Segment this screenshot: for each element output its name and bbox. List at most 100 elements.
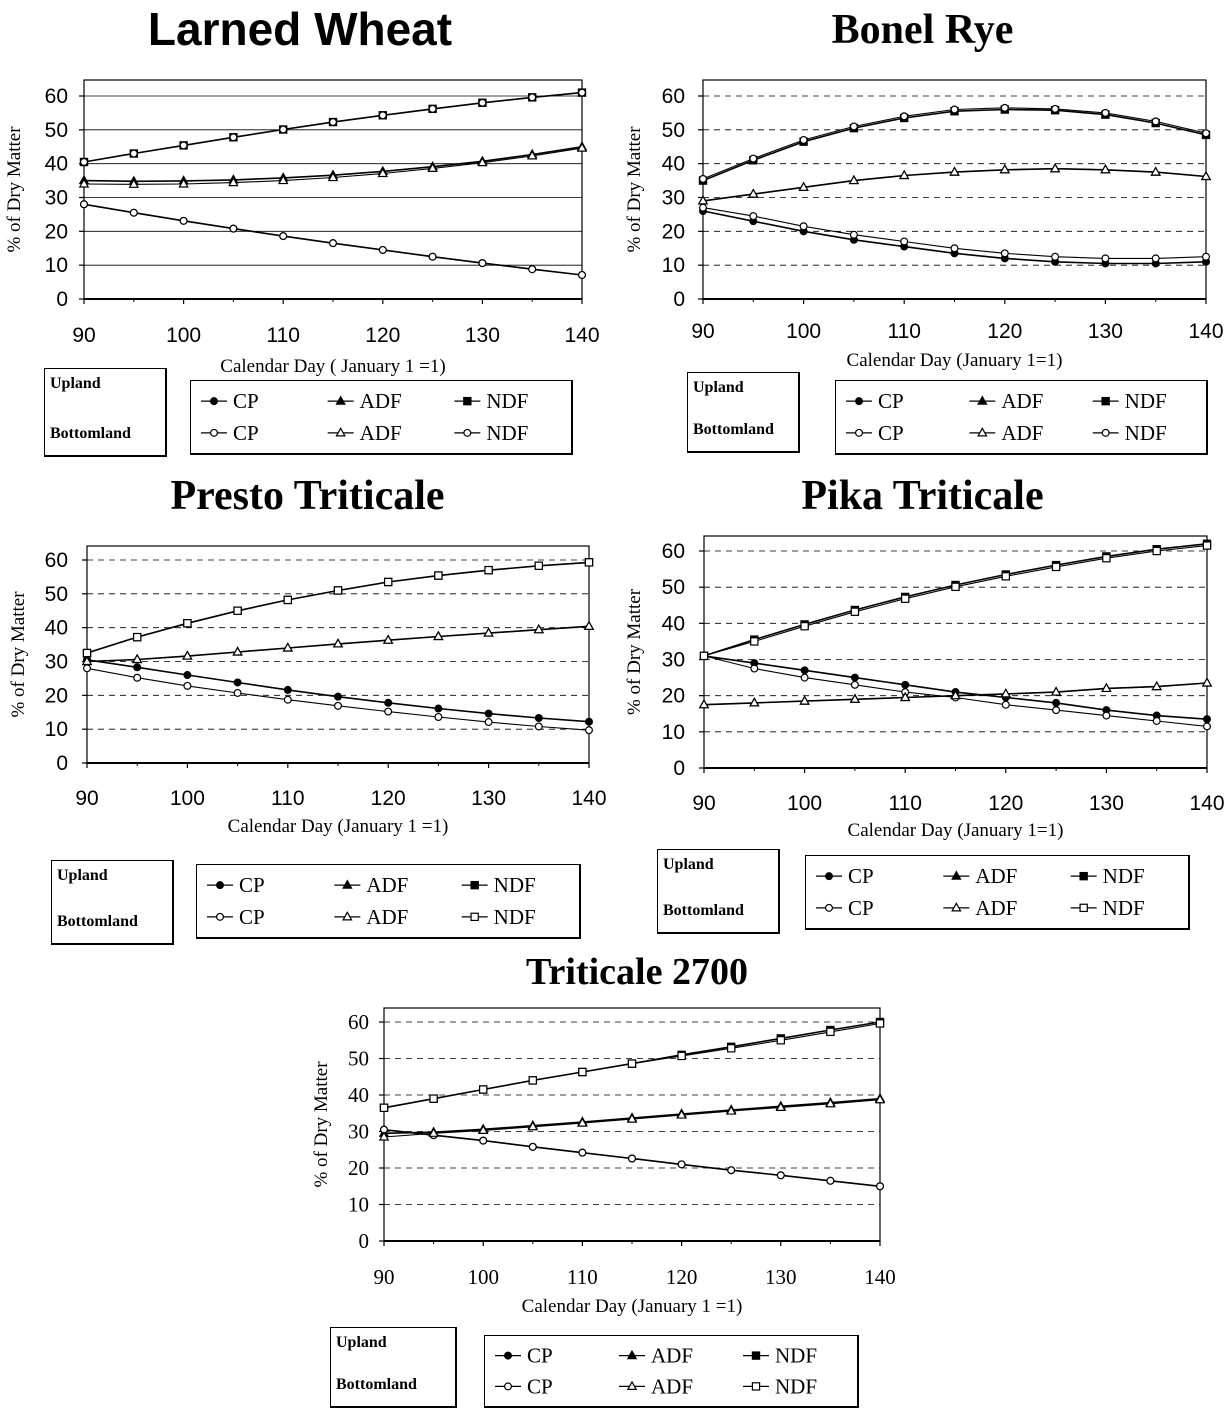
data-point-bottomland-adf <box>433 630 444 641</box>
y-tick-label: 50 <box>45 119 68 142</box>
data-point-bottomland-ndf <box>129 149 138 158</box>
legend-marker <box>504 1382 513 1391</box>
data-point-bottomland-cp <box>79 200 88 209</box>
chart-svg: 0 10 20 30 40 50 60 90 100 110 120 130 140 Calendar D… <box>624 79 1224 371</box>
data-point-bottomland-cp <box>384 707 393 716</box>
data-point-bottomland-cp <box>1151 254 1160 263</box>
data-point-bottomland-adf <box>533 623 545 634</box>
data-point-bottomland-adf <box>78 178 90 188</box>
legend-marker <box>825 903 834 912</box>
data-point-bottomland-adf <box>232 646 243 656</box>
data-point-bottomland-cp <box>279 232 288 241</box>
data-point-bottomland-ndf <box>283 595 293 605</box>
data-point-bottomland-adf <box>477 1124 489 1135</box>
legend-svg: CP ADF NDF CP ADF NDF <box>816 864 1145 920</box>
y-tick-label: 40 <box>348 1083 369 1107</box>
data-point-bottomland-ndf <box>1152 546 1161 556</box>
legend-label-upland-ndf: NDF <box>1103 864 1145 888</box>
data-point-bottomland-cp <box>776 1171 785 1180</box>
data-point-bottomland-cp <box>484 718 493 727</box>
y-tick-label: 10 <box>45 254 68 277</box>
data-point-bottomland-cp <box>283 695 292 704</box>
y-tick-label: 20 <box>348 1156 369 1180</box>
legend-svg: CP ADF NDF CP ADF NDF <box>495 1344 817 1398</box>
data-point-bottomland-ndf <box>478 98 487 107</box>
data-point-bottomland-adf <box>427 162 438 173</box>
legend-label-bottomland-adf: ADF <box>975 896 1017 920</box>
chart-title: Bonel Rye <box>831 7 1014 53</box>
legend: CP ADF NDF CP ADF NDF <box>835 380 1208 455</box>
y-tick-label: 30 <box>45 187 68 210</box>
data-point-bottomland-ndf <box>875 1019 885 1028</box>
data-point-bottomland-adf <box>282 642 294 652</box>
data-point-bottomland-cp <box>1051 252 1060 261</box>
legend-label-upland-adf: ADF <box>366 873 408 897</box>
legend-label-upland-cp: CP <box>878 389 904 413</box>
data-point-bottomland-ndf <box>677 1051 686 1061</box>
data-point-bottomland-cp <box>428 252 437 261</box>
data-point-bottomland-cp <box>334 701 343 710</box>
data-point-bottomland-cp <box>750 664 759 673</box>
legend-marker <box>1101 396 1110 406</box>
legend-marker <box>751 1351 761 1360</box>
land-type-box: Upland Bottomland <box>44 368 167 457</box>
data-point-upland-cp <box>800 666 809 675</box>
legend-label-upland-cp: CP <box>233 389 259 413</box>
data-point-upland-cp <box>384 698 393 707</box>
data-point-bottomland-adf <box>377 167 389 178</box>
y-tick-label: 30 <box>45 651 68 674</box>
data-point-upland-cp <box>183 671 192 680</box>
legend-svg: CP ADF NDF CP ADF NDF <box>846 389 1167 445</box>
series-line-bottomland-ndf <box>83 92 583 163</box>
data-point-bottomland-ndf <box>749 154 758 163</box>
chart-panel-larned-wheat: Larned Wheat 0 10 20 30 40 50 60 90 100 110 120 130… <box>0 0 600 460</box>
data-point-bottomland-cp <box>233 688 242 697</box>
y-tick-label: 30 <box>662 649 685 672</box>
chart-svg: 0 10 20 30 40 50 60 90 100 110 120 130 140 Calendar D… <box>624 535 1225 841</box>
data-point-bottomland-cp <box>434 712 443 721</box>
x-tick-label: 100 <box>170 787 205 810</box>
chart-title: Triticale 2700 <box>526 951 748 993</box>
x-tick-label: 140 <box>571 787 606 810</box>
data-point-bottomland-adf <box>1101 682 1112 693</box>
legend-marker <box>216 881 225 890</box>
legend: CP ADF NDF CP ADF NDF <box>484 1335 859 1408</box>
y-tick-label: 50 <box>348 1047 369 1071</box>
legend-marker <box>210 428 219 437</box>
data-point-bottomland-adf <box>178 178 189 188</box>
data-point-upland-cp <box>434 704 443 713</box>
legend-svg: CP ADF NDF CP ADF NDF <box>201 389 528 445</box>
data-point-bottomland-adf <box>1049 163 1061 173</box>
data-point-bottomland-ndf <box>79 157 88 166</box>
legend-marker <box>1079 903 1088 913</box>
legend-label-upland-ndf: NDF <box>1125 389 1167 413</box>
data-point-bottomland-ndf <box>82 648 92 658</box>
legend-marker <box>951 902 962 912</box>
legend-label-bottomland-cp: CP <box>233 421 259 445</box>
legend-label-bottomland-ndf: NDF <box>1103 896 1145 920</box>
data-point-bottomland-adf <box>131 653 143 664</box>
y-tick-label: 40 <box>45 617 68 640</box>
bottomland-label: Bottomland <box>336 1376 417 1393</box>
data-point-bottomland-adf <box>898 169 910 180</box>
data-point-bottomland-adf <box>676 1109 687 1119</box>
data-point-bottomland-ndf <box>900 112 909 121</box>
x-tick-label: 140 <box>1188 320 1223 343</box>
y-axis-label: % of Dry Matter <box>624 126 645 253</box>
data-point-bottomland-cp <box>179 216 188 225</box>
data-point-bottomland-cp <box>749 212 758 221</box>
data-point-bottomland-cp <box>1202 722 1211 731</box>
data-point-bottomland-ndf <box>849 122 858 131</box>
legend: CP ADF NDF CP ADF NDF <box>190 380 573 455</box>
data-point-bottomland-adf <box>799 695 810 705</box>
data-point-bottomland-adf <box>825 1098 836 1108</box>
y-tick-label: 60 <box>348 1010 369 1034</box>
x-axis-label: Calendar Day (January 1 =1) <box>228 816 449 837</box>
chart-panel-bonel-rye: Bonel Rye 0 10 20 30 40 50 60 90 100 110 120 130 140… <box>615 0 1230 460</box>
data-point-bottomland-adf <box>950 689 961 700</box>
legend-marker <box>470 912 479 922</box>
legend-label-upland-ndf: NDF <box>775 1344 817 1368</box>
data-point-bottomland-cp <box>183 681 192 690</box>
legend-label-upland-ndf: NDF <box>494 873 536 897</box>
data-point-bottomland-cp <box>950 244 959 253</box>
